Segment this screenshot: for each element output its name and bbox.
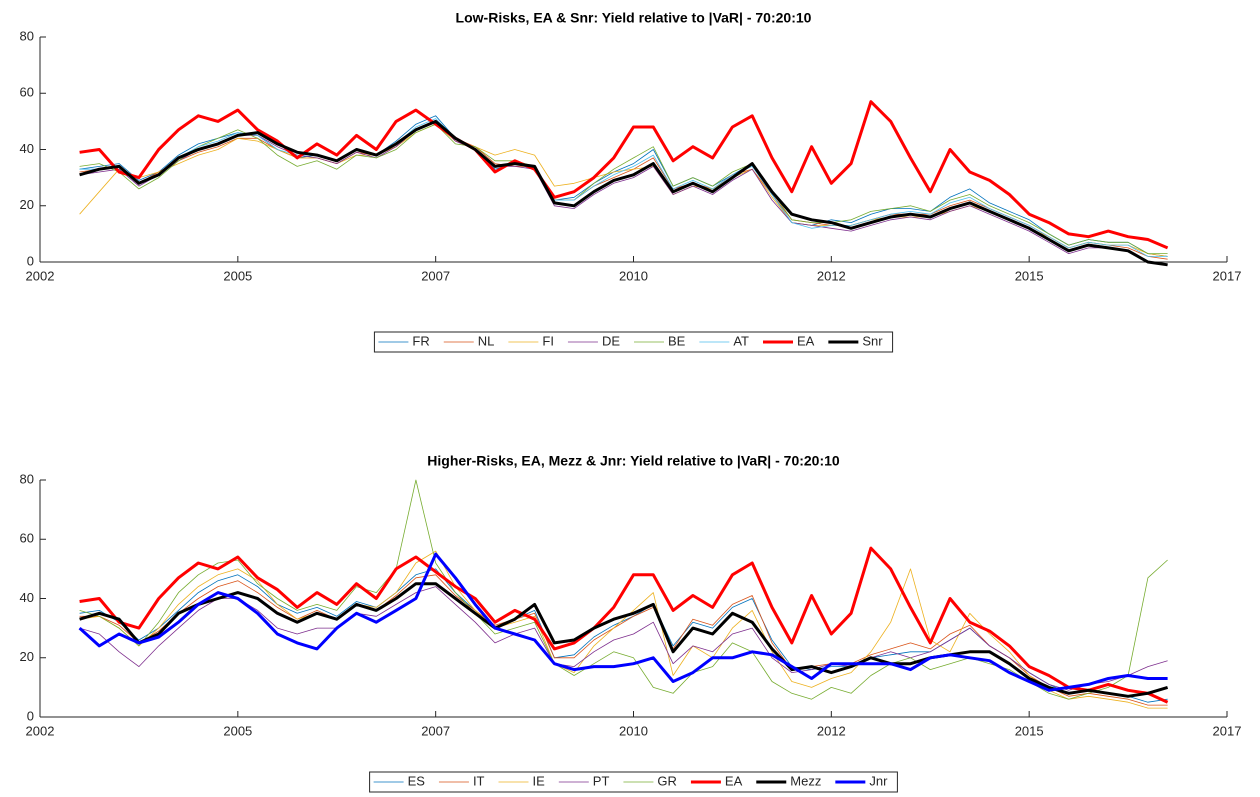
x-tick-label: 2002 bbox=[26, 723, 55, 738]
legend-label: FI bbox=[542, 333, 554, 348]
legend-label: IE bbox=[533, 773, 546, 788]
legend-label: DE bbox=[602, 333, 620, 348]
x-tick-label: 2007 bbox=[421, 268, 450, 283]
x-tick-label: 2017 bbox=[1213, 268, 1242, 283]
chart-title: Low-Risks, EA & Snr: Yield relative to |… bbox=[456, 10, 812, 26]
y-tick-label: 20 bbox=[20, 197, 34, 212]
y-tick-label: 60 bbox=[20, 531, 34, 546]
legend-label: AT bbox=[733, 333, 749, 348]
legend-label: Snr bbox=[862, 333, 883, 348]
legend-label: EA bbox=[725, 773, 743, 788]
series-line bbox=[79, 582, 1169, 698]
legend-box bbox=[373, 331, 894, 353]
x-tick-label: 2012 bbox=[817, 723, 846, 738]
series-line bbox=[79, 118, 1168, 257]
legend: ES IT IE PT GR EA Mezz Jnr bbox=[369, 771, 898, 793]
x-tick-label: 2002 bbox=[26, 268, 55, 283]
legend-label: Jnr bbox=[869, 773, 888, 788]
chart-title: Higher-Risks, EA, Mezz & Jnr: Yield rela… bbox=[427, 453, 840, 469]
x-tick-label: 2017 bbox=[1213, 723, 1242, 738]
legend-label: BE bbox=[668, 333, 686, 348]
x-tick-label: 2005 bbox=[223, 268, 252, 283]
x-tick-label: 2010 bbox=[619, 723, 648, 738]
series-line bbox=[78, 552, 1168, 692]
series-line bbox=[79, 115, 1168, 257]
legend-label: ES bbox=[408, 773, 426, 788]
y-tick-label: 20 bbox=[20, 649, 34, 664]
y-tick-label: 60 bbox=[20, 85, 34, 100]
x-tick-label: 2007 bbox=[421, 723, 450, 738]
series-line bbox=[79, 119, 1168, 267]
y-tick-label: 40 bbox=[20, 590, 34, 605]
x-tick-label: 2015 bbox=[1015, 268, 1044, 283]
series-line bbox=[79, 586, 1168, 691]
x-tick-label: 2010 bbox=[619, 268, 648, 283]
legend-label: GR bbox=[657, 773, 677, 788]
legend-label: NL bbox=[478, 333, 495, 348]
series-line bbox=[79, 123, 1168, 254]
series-line bbox=[79, 100, 1169, 250]
x-tick-label: 2015 bbox=[1015, 723, 1044, 738]
series-line bbox=[79, 479, 1168, 700]
legend-label: Mezz bbox=[790, 773, 821, 788]
x-tick-label: 2012 bbox=[817, 268, 846, 283]
y-tick-label: 80 bbox=[20, 28, 34, 43]
x-tick-label: 2005 bbox=[223, 723, 252, 738]
plot: Higher-Risks, EA, Mezz & Jnr: Yield rela… bbox=[20, 453, 1242, 793]
series-line bbox=[79, 550, 1168, 709]
legend-label: PT bbox=[593, 773, 610, 788]
y-tick-label: 0 bbox=[27, 253, 34, 268]
series-line bbox=[79, 546, 1169, 704]
legend: FR NL FI DE BE AT EA Snr bbox=[373, 331, 894, 353]
legend-label: FR bbox=[412, 333, 429, 348]
legend-label: IT bbox=[473, 773, 485, 788]
plot: Low-Risks, EA & Snr: Yield relative to |… bbox=[20, 10, 1242, 353]
legend-label: EA bbox=[797, 333, 815, 348]
y-tick-label: 80 bbox=[20, 471, 34, 486]
series-line bbox=[79, 121, 1168, 260]
y-tick-label: 0 bbox=[27, 708, 34, 723]
y-tick-label: 40 bbox=[20, 141, 34, 156]
